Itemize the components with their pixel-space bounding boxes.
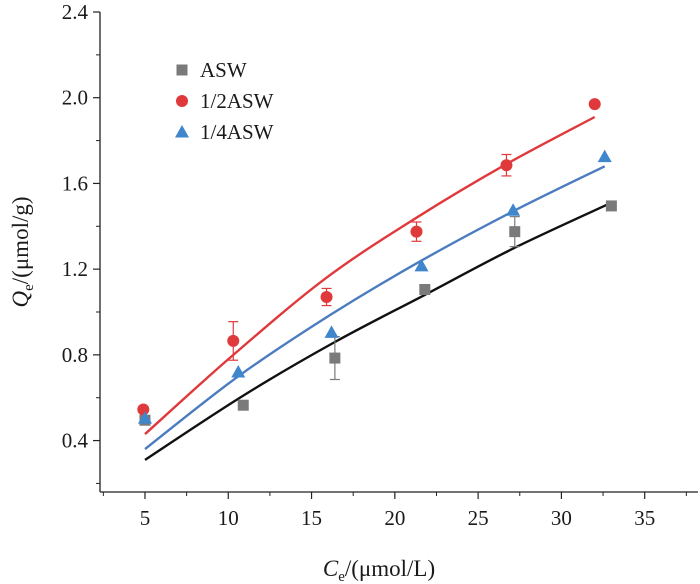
fit-curve-0 (144, 201, 612, 461)
y-axis-label: Qe/(μmol/g) (8, 196, 37, 307)
x-tick-label: 10 (218, 506, 239, 530)
legend-label: 1/2ASW (200, 89, 274, 113)
y-tick-label: 0.8 (62, 343, 88, 367)
data-point-square (419, 284, 431, 295)
data-point-circle (227, 334, 240, 347)
tick-labels: 5 10 15 20 25 30 35 0.4 0.8 1.2 1.6 2.0 2.4 (62, 0, 655, 530)
y-tick-label: 2.0 (62, 86, 88, 110)
data-point-square (237, 399, 249, 411)
x-tick-label: 20 (384, 506, 405, 530)
y-axis-label-rest: /(μmol/g) (8, 196, 33, 284)
legend: ASW 1/2ASW 1/4ASW (175, 58, 274, 144)
data-point-triangle (597, 149, 612, 163)
fit-curve-1 (144, 115, 596, 435)
y-tick-label: 0.4 (62, 429, 89, 453)
x-axis-label-sub: e (338, 569, 345, 584)
y-tick-label: 1.6 (62, 171, 88, 195)
data-point-triangle (324, 325, 339, 338)
data-point-triangle (231, 365, 246, 378)
legend-label: 1/4ASW (200, 120, 274, 144)
x-tick-label: 15 (301, 506, 322, 530)
x-tick-label: 30 (551, 506, 572, 530)
fit-curve-2 (144, 165, 606, 451)
data-point-circle (320, 291, 333, 303)
data-point-triangle (414, 258, 429, 272)
x-tick-label: 35 (634, 506, 655, 530)
data-point-circle (410, 225, 423, 238)
legend-marker-circle (176, 95, 188, 107)
y-tick-label: 1.2 (62, 257, 88, 281)
legend-label: ASW (200, 58, 247, 82)
x-axis-label-rest: /(μmol/L) (345, 556, 435, 581)
data-point-circle (137, 403, 150, 416)
data-point-circle (588, 98, 601, 111)
x-axis-label: Ce/(μmol/L) (323, 556, 435, 584)
data-points (137, 98, 617, 426)
y-axis-label-sub: e (21, 284, 37, 291)
legend-marker-square (176, 64, 188, 76)
data-point-square (509, 226, 521, 238)
legend-marker-triangle (175, 125, 189, 138)
data-point-square (329, 352, 341, 364)
x-tick-label: 25 (468, 506, 489, 530)
data-point-triangle (506, 203, 521, 216)
data-point-triangle (137, 411, 152, 424)
y-axis-label-main: Q (8, 291, 33, 308)
y-tick-label: 2.4 (62, 0, 89, 24)
data-point-circle (500, 159, 513, 172)
axes (93, 11, 698, 499)
data-point-square (605, 200, 617, 212)
fit-curves (144, 115, 612, 461)
x-axis-label-main: C (323, 556, 339, 581)
x-tick-label: 5 (140, 506, 151, 530)
